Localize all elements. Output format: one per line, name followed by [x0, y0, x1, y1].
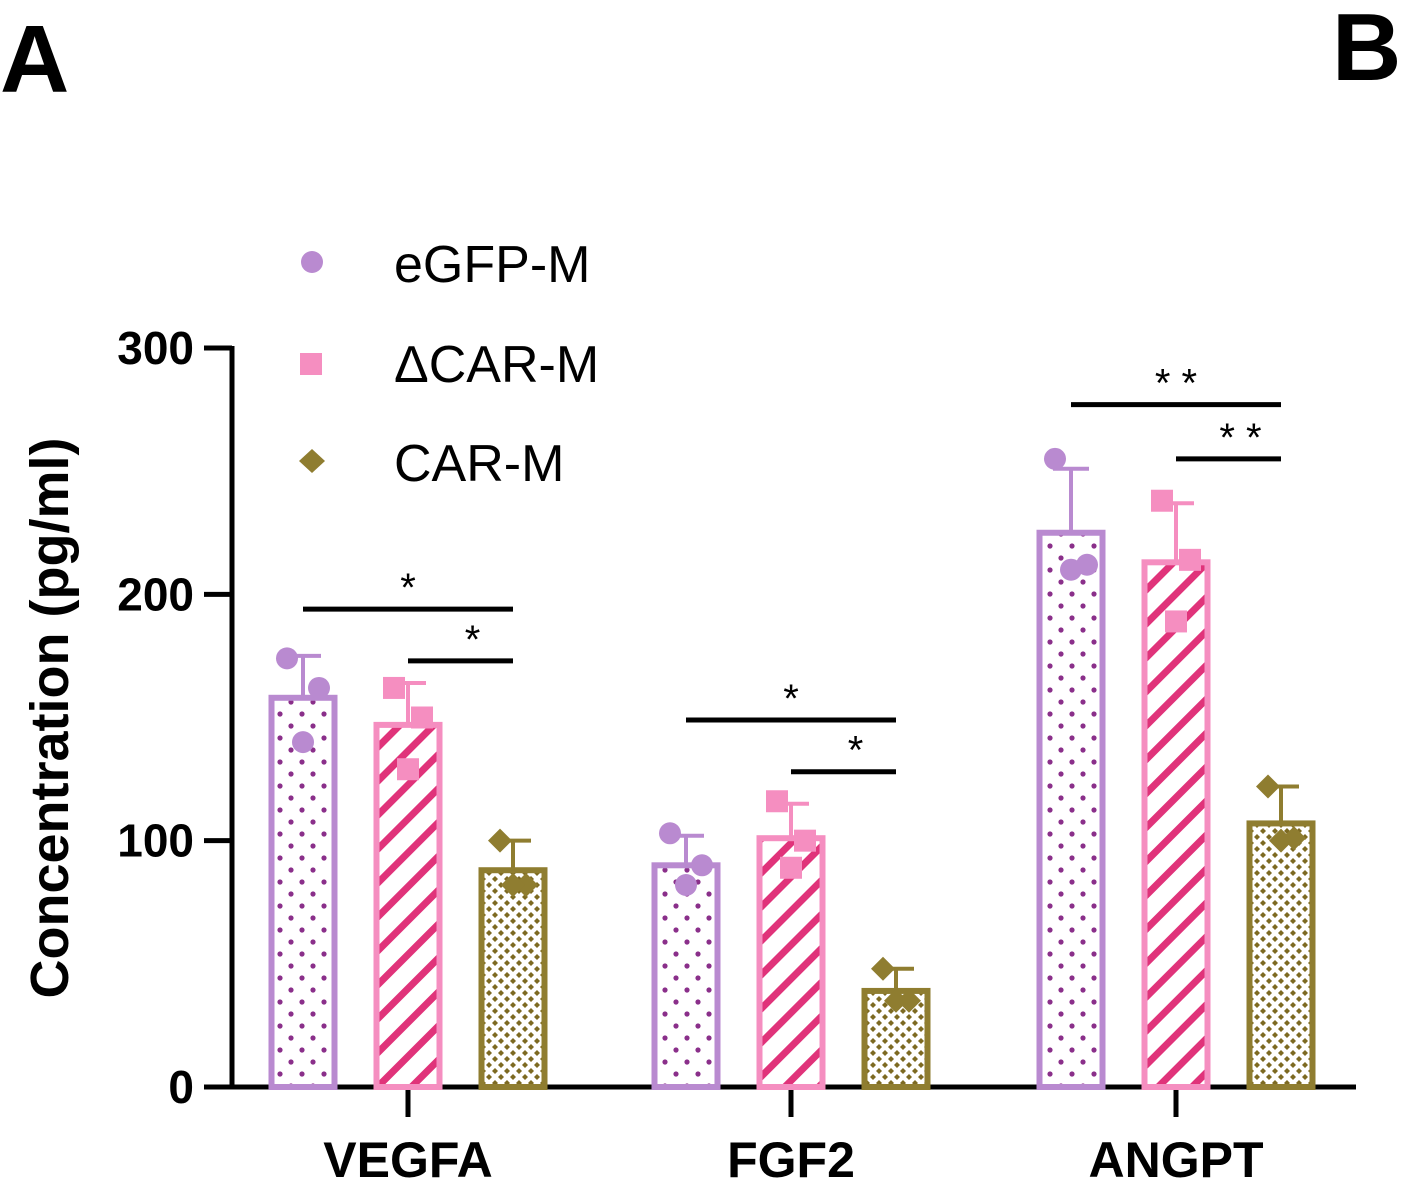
significance-label: * *	[1219, 416, 1261, 460]
x-tick-label: FGF2	[727, 1132, 855, 1179]
data-point	[794, 829, 816, 852]
data-point	[1060, 558, 1082, 581]
bar	[268, 694, 338, 1090]
bars-layer	[268, 447, 1316, 1091]
data-point	[780, 856, 802, 879]
significance-label: *	[848, 729, 864, 773]
legend-marker-car-m	[299, 449, 325, 473]
axes: 0 100 200 300 VEGFA FGF2 ANGPT	[117, 322, 1356, 1179]
significance-label: *	[783, 677, 799, 721]
y-tick-label: 0	[168, 1061, 194, 1113]
bar	[1141, 559, 1211, 1090]
data-point	[766, 790, 788, 813]
data-point	[675, 874, 697, 897]
data-point	[871, 956, 895, 981]
bar	[756, 835, 826, 1090]
data-point	[1269, 828, 1293, 853]
bar	[373, 721, 443, 1090]
data-point	[1044, 447, 1066, 470]
y-tick-label: 300	[117, 322, 194, 374]
y-tick-label: 100	[117, 815, 194, 867]
bar	[1246, 820, 1316, 1090]
data-point	[1256, 774, 1280, 799]
legend-label-dcar-m: ΔCAR-M	[394, 336, 599, 394]
x-tick-label: VEGFA	[323, 1132, 492, 1179]
legend: eGFP-M ΔCAR-M CAR-M	[299, 236, 599, 493]
data-point	[1151, 489, 1173, 512]
data-point	[276, 647, 298, 670]
data-point	[514, 873, 538, 898]
data-point	[292, 731, 314, 754]
data-point	[897, 988, 921, 1013]
data-point	[501, 873, 525, 898]
legend-marker-egfp-m	[301, 251, 323, 273]
legend-label-car-m: CAR-M	[394, 435, 564, 493]
data-point	[488, 828, 512, 853]
significance-layer: * * * * * * * *	[303, 362, 1281, 775]
panel-label-a: A	[0, 6, 69, 113]
data-point	[411, 706, 433, 729]
y-axis-title: Concentration (pg/ml)	[20, 438, 80, 999]
bar	[478, 867, 548, 1091]
bar	[1036, 529, 1106, 1090]
data-point	[659, 822, 681, 845]
significance-label: *	[400, 566, 416, 610]
data-point	[308, 676, 330, 699]
data-point	[884, 988, 908, 1013]
data-point	[397, 758, 419, 781]
data-point	[691, 854, 713, 877]
significance-label: *	[465, 618, 481, 662]
data-point	[383, 676, 405, 699]
bar	[651, 862, 721, 1090]
legend-marker-dcar-m	[300, 353, 322, 375]
y-tick-label: 200	[117, 568, 194, 620]
data-point	[1165, 610, 1187, 633]
x-tick-label: ANGPT	[1089, 1132, 1264, 1179]
significance-label: * *	[1155, 362, 1197, 406]
data-point	[1179, 548, 1201, 571]
legend-label-egfp-m: eGFP-M	[394, 236, 590, 294]
panel-label-b: B	[1332, 0, 1401, 101]
